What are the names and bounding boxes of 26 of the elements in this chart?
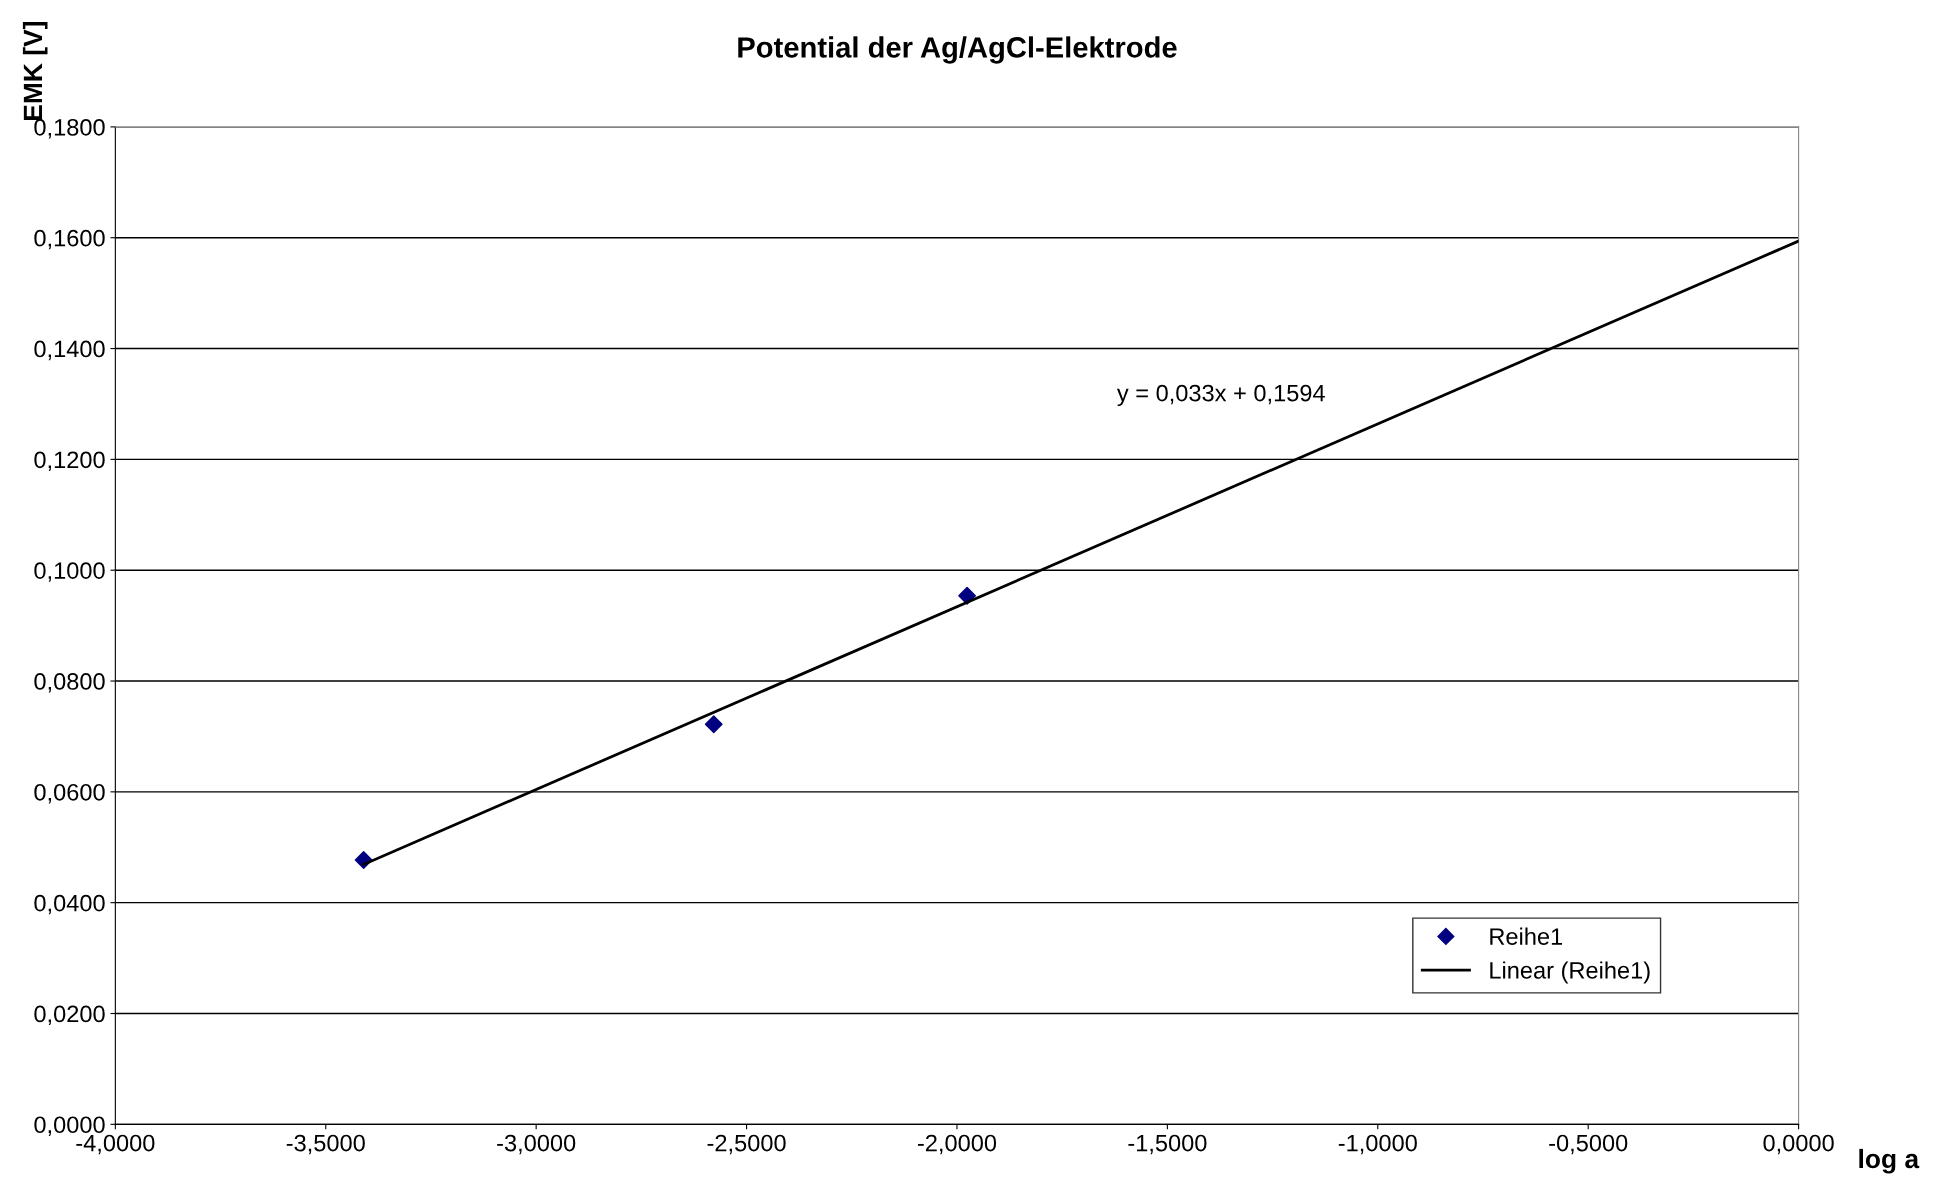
y-tick-label: 0,0400: [34, 894, 105, 915]
x-tick-label: -2,5000: [707, 1134, 786, 1155]
y-tick-label: 0,0200: [34, 1005, 105, 1026]
y-tick-label: 0,0800: [34, 673, 105, 693]
y-axis-title: EMK [V]: [22, 22, 48, 120]
y-tick-label: 0,0000: [34, 1116, 105, 1136]
y-tick-label: 0,1400: [34, 340, 105, 361]
legend-label: Reihe1: [1490, 927, 1563, 945]
y-tick-label: 0,1800: [34, 118, 105, 139]
x-tick-label: -0,5000: [1549, 1134, 1628, 1155]
y-tick-label: 0,1000: [34, 562, 105, 582]
annotation: y = 0,033x + 0,1594: [1116, 384, 1325, 407]
x-tick-label: -2,0000: [917, 1134, 997, 1155]
x-axis-title: log a: [1859, 1148, 1920, 1174]
y-tick-label: 0,1600: [34, 229, 105, 250]
x-tick-label: -3,0000: [497, 1134, 576, 1155]
point: [704, 715, 723, 734]
x-tick-label: -4,0000: [76, 1134, 155, 1155]
legend-label: Linear (Reihe1): [1490, 961, 1650, 984]
y-tick-label: 0,1200: [34, 451, 105, 471]
chart-title: Potential der Ag/AgCl-Elektrode: [738, 36, 1177, 64]
x-tick-label: -3,5000: [286, 1134, 365, 1155]
x-tick-label: 0,0000: [1763, 1134, 1834, 1155]
x-tick-label: -1,0000: [1338, 1134, 1417, 1155]
y-tick-label: 0,0600: [34, 783, 105, 804]
x-tick-label: -1,5000: [1128, 1134, 1207, 1155]
